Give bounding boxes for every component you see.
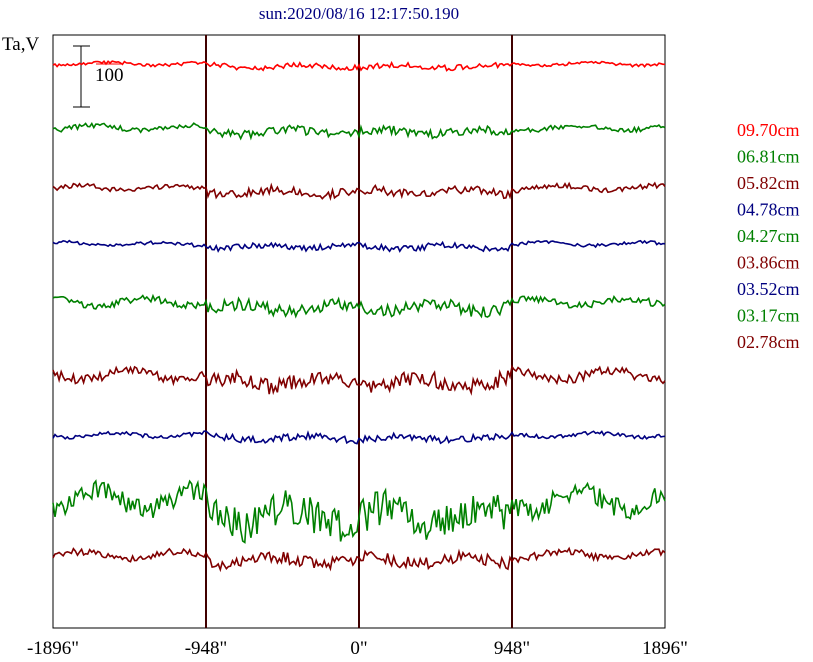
legend-entry: 02.78cm: [737, 332, 800, 352]
series-line: [52, 293, 666, 319]
chart-title: sun:2020/08/16 12:17:50.190: [259, 4, 459, 23]
tick-layer: -1896" -948" 0" 948" 1896": [27, 638, 688, 659]
legend-entry: 06.81cm: [737, 147, 800, 167]
marker-layer: [205, 35, 513, 628]
series-line: [52, 59, 665, 72]
legend-entry: 04.78cm: [737, 200, 800, 220]
series-line: [52, 239, 666, 253]
scale-bar: 100: [73, 45, 124, 108]
series-line: [52, 122, 666, 141]
legend: 09.70cm 06.81cm 05.82cm 04.78cm 04.27cm 03.86…: [737, 120, 800, 352]
x-tick-label: -948": [185, 638, 228, 659]
x-tick-label: 0": [350, 638, 367, 659]
series-line: [52, 479, 666, 544]
series-line: [52, 364, 666, 396]
series-line: [52, 181, 666, 201]
x-tick-label: 1896": [642, 638, 688, 659]
series-line: [52, 546, 666, 573]
x-tick-label: -1896": [27, 638, 79, 659]
x-tick-label: 948": [494, 638, 530, 659]
y-axis-label: Ta,V: [2, 34, 39, 55]
legend-entry: 09.70cm: [737, 120, 800, 140]
legend-entry: 03.17cm: [737, 306, 800, 326]
legend-entry: 03.86cm: [737, 253, 800, 273]
series-layer: [52, 59, 666, 573]
legend-entry: 04.27cm: [737, 226, 800, 246]
scale-bar-label: 100: [95, 65, 124, 86]
legend-entry: 03.52cm: [737, 279, 800, 299]
legend-entry: 05.82cm: [737, 173, 800, 193]
series-line: [52, 430, 666, 445]
